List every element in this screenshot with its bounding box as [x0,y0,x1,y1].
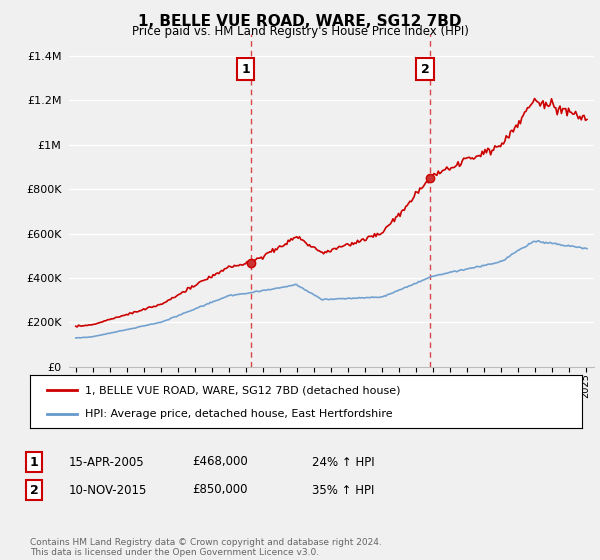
Text: 15-APR-2005: 15-APR-2005 [69,455,145,469]
Text: 1, BELLE VUE ROAD, WARE, SG12 7BD: 1, BELLE VUE ROAD, WARE, SG12 7BD [138,14,462,29]
Text: 1, BELLE VUE ROAD, WARE, SG12 7BD (detached house): 1, BELLE VUE ROAD, WARE, SG12 7BD (detac… [85,385,401,395]
Text: HPI: Average price, detached house, East Hertfordshire: HPI: Average price, detached house, East… [85,408,393,418]
Text: 2: 2 [30,483,38,497]
Text: 1: 1 [241,63,250,76]
Text: £468,000: £468,000 [192,455,248,469]
Text: 2: 2 [421,63,430,76]
Text: 10-NOV-2015: 10-NOV-2015 [69,483,148,497]
Text: Contains HM Land Registry data © Crown copyright and database right 2024.
This d: Contains HM Land Registry data © Crown c… [30,538,382,557]
Text: £850,000: £850,000 [192,483,248,497]
Text: 35% ↑ HPI: 35% ↑ HPI [312,483,374,497]
Text: Price paid vs. HM Land Registry's House Price Index (HPI): Price paid vs. HM Land Registry's House … [131,25,469,38]
Text: 24% ↑ HPI: 24% ↑ HPI [312,455,374,469]
Text: 1: 1 [30,455,38,469]
